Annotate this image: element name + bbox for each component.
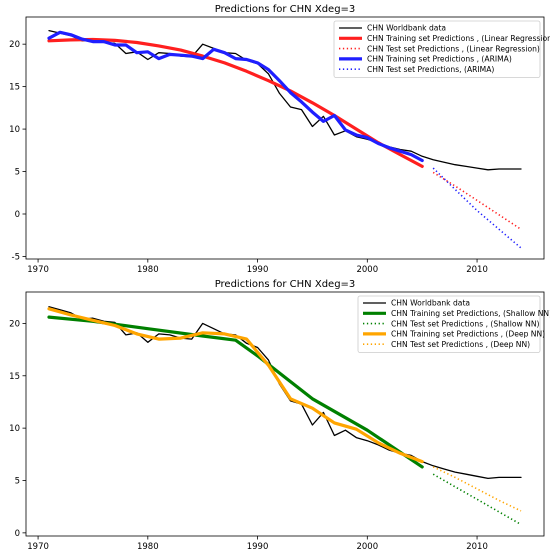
series-line-3 [432,473,522,526]
legend-entry: CHN Training set Predictions , (Linear R… [367,34,550,43]
legend-entry: CHN Worldbank data [391,299,470,308]
series-line-4 [47,307,424,464]
legend-entry: CHN Worldbank data [367,24,446,33]
legend-entry: CHN Training set Predictions, (Shallow N… [391,309,550,318]
series-line-5 [432,167,522,249]
x-tick-label: 1980 [137,265,159,275]
x-tick-label: 2010 [466,542,488,549]
legend-entry: CHN Test set Predictions , (Deep NN) [391,340,530,349]
y-tick-label: 15 [9,83,20,93]
chart-title: Predictions for CHN Xdeg=3 [215,279,356,290]
legend-entry: CHN Test set Predictions , (Linear Regre… [367,44,540,53]
y-tick-label: 10 [9,125,20,135]
series-line-5 [432,466,522,512]
x-tick-label: 1970 [27,542,49,549]
y-tick-label: 10 [9,424,20,434]
x-tick-label: 1990 [247,265,269,275]
y-tick-label: 0 [15,529,20,539]
plot-area [47,306,522,526]
x-tick-label: 1970 [27,265,49,275]
y-tick-label: 15 [9,372,20,382]
y-tick-label: -5 [12,252,20,262]
x-tick-label: 2000 [356,265,378,275]
x-tick-label: 1980 [137,542,159,549]
series-line-3 [432,171,522,230]
chart-1: Predictions for CHN Xdeg=3 1970 1980 1990 20… [9,4,550,275]
legend-entry: CHN Test set Predictions, (ARIMA) [367,65,494,74]
plot-area [47,29,522,249]
legend-box [333,20,541,78]
chart-title: Predictions for CHN Xdeg=3 [215,4,356,15]
x-tick-label: 2010 [466,265,488,275]
x-tick-label: 1990 [247,542,269,549]
axes-frame [25,16,545,260]
y-tick-label: 20 [9,40,20,50]
y-tick-label: 5 [15,168,20,178]
legend-entry: CHN Training set Predictions , (Deep NN) [391,330,545,339]
series-line-4 [47,30,424,163]
legend-box [357,295,541,353]
axes-frame [25,291,545,537]
x-tick-label: 2000 [356,542,378,549]
chart-2: Predictions for CHN Xdeg=3 1970 1980 1990 20… [9,279,550,549]
series-line-2 [47,37,424,168]
y-tick-label: 20 [9,319,20,329]
series-line-1 [48,29,522,171]
legend-entry: CHN Training set Predictions , (ARIMA) [367,55,512,64]
legend-entry: CHN Test set Predictions , (Shallow NN) [391,319,540,328]
y-tick-label: 5 [15,476,20,486]
y-tick-label: 0 [15,210,20,220]
